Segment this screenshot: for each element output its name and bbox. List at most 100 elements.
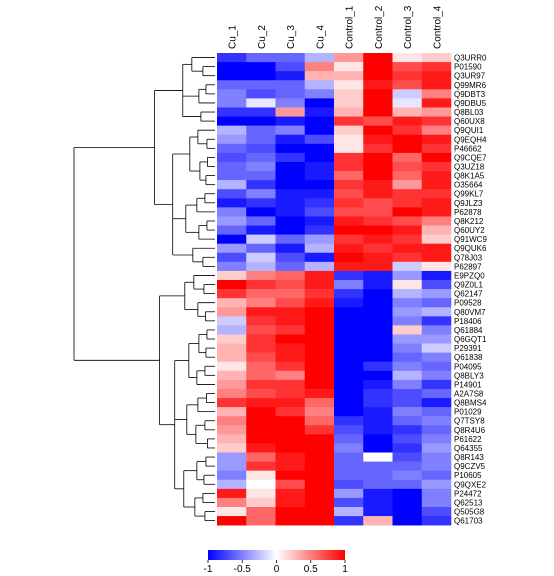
- heatmap-cell: [304, 379, 335, 390]
- heatmap-cell: [392, 116, 423, 126]
- heatmap-cell: [304, 516, 335, 526]
- heatmap-cell: [421, 479, 452, 490]
- heatmap-cell: [275, 388, 306, 399]
- heatmap-cell: [363, 425, 393, 435]
- heatmap-cell: [392, 488, 423, 499]
- heatmap-cell: [363, 62, 393, 72]
- heatmap-cell: [392, 434, 423, 444]
- heatmap-cell: [334, 252, 364, 263]
- heatmap-cell: [392, 388, 423, 399]
- heatmap-cell: [363, 343, 393, 353]
- heatmap-cell: [246, 270, 276, 281]
- heatmap-cell: [363, 225, 393, 235]
- heatmap-cell: [334, 189, 364, 199]
- heatmap-cell: [246, 261, 276, 272]
- column-label: Cu_4: [315, 25, 326, 49]
- legend-tick-label: -0.5: [234, 564, 252, 575]
- row-label: P62897: [454, 262, 482, 271]
- heatmap-cell: [275, 53, 306, 63]
- row-label: Q9CQE7: [454, 153, 487, 162]
- column-label: Control_1: [345, 5, 356, 49]
- heatmap-cell: [275, 425, 306, 435]
- heatmap-cell: [275, 116, 306, 126]
- heatmap-cell: [363, 352, 393, 363]
- heatmap-cell: [217, 280, 247, 290]
- heatmap-cell: [217, 152, 247, 163]
- heatmap-cell: [246, 198, 276, 208]
- heatmap-cell: [363, 307, 393, 317]
- heatmap-cell: [246, 334, 276, 344]
- heatmap-cell: [217, 479, 247, 490]
- heatmap-cell: [421, 334, 452, 344]
- heatmap-cell: [363, 171, 393, 181]
- heatmap-cell: [275, 479, 306, 490]
- heatmap-cell: [304, 497, 335, 508]
- heatmap-cell: [392, 189, 423, 199]
- heatmap-cell: [392, 298, 423, 308]
- heatmap-cell: [392, 461, 423, 471]
- heatmap-cell: [392, 62, 423, 72]
- heatmap-cell: [275, 71, 306, 81]
- heatmap-cell: [246, 443, 276, 453]
- row-label: Q99MR6: [454, 81, 487, 90]
- heatmap-cell: [217, 89, 247, 99]
- heatmap-cell: [334, 361, 364, 372]
- heatmap-cell: [304, 53, 335, 63]
- heatmap-cell: [392, 316, 423, 326]
- heatmap-cell: [246, 62, 276, 72]
- heatmap-cell: [392, 243, 423, 254]
- heatmap-cell: [421, 89, 452, 99]
- heatmap-cell: [421, 53, 452, 63]
- heatmap-cell: [334, 243, 364, 254]
- legend-tick-label: 1: [342, 564, 348, 575]
- heatmap-cell: [217, 352, 247, 363]
- heatmap-cell: [334, 470, 364, 481]
- heatmap-cell: [334, 479, 364, 490]
- row-label: P14901: [454, 380, 482, 389]
- heatmap-cell: [246, 134, 276, 145]
- heatmap-cell: [392, 334, 423, 344]
- heatmap-cell: [304, 416, 335, 426]
- heatmap-cell: [246, 479, 276, 490]
- heatmap-cell: [363, 443, 393, 453]
- heatmap-cell: [392, 53, 423, 63]
- heatmap-cell: [246, 280, 276, 290]
- heatmap-cell: [246, 89, 276, 99]
- heatmap-cell: [304, 270, 335, 281]
- heatmap-cell: [392, 497, 423, 508]
- heatmap-cell: [304, 398, 335, 408]
- heatmap-cell: [421, 98, 452, 108]
- heatmap-cell: [334, 134, 364, 145]
- column-label: Control_2: [374, 5, 385, 49]
- heatmap-cell: [392, 270, 423, 281]
- heatmap-cell: [392, 216, 423, 226]
- heatmap-cell: [421, 398, 452, 408]
- row-label: Q8R143: [454, 453, 484, 462]
- heatmap-cell: [392, 425, 423, 435]
- heatmap-cell: [334, 53, 364, 63]
- heatmap-cell: [246, 488, 276, 499]
- heatmap-cell: [421, 62, 452, 72]
- heatmap-cell: [421, 171, 452, 181]
- heatmap-cell: [392, 470, 423, 481]
- heatmap-cell: [334, 488, 364, 499]
- heatmap-cell: [304, 343, 335, 353]
- heatmap-cell: [363, 107, 393, 117]
- heatmap-cell: [392, 443, 423, 453]
- heatmap-cell: [304, 125, 335, 136]
- heatmap-cell: [304, 71, 335, 81]
- heatmap-cell: [334, 379, 364, 390]
- heatmap-cell: [304, 116, 335, 126]
- heatmap-cell: [217, 80, 247, 90]
- heatmap-cell: [363, 407, 393, 417]
- row-label: Q80VM7: [454, 308, 486, 317]
- row-label: Q3UZ18: [454, 163, 485, 172]
- heatmap-cell: [304, 334, 335, 344]
- heatmap-cells: [217, 53, 452, 526]
- heatmap-cell: [392, 379, 423, 390]
- heatmap-cell: [275, 189, 306, 199]
- heatmap-cell: [392, 225, 423, 235]
- row-label: P01590: [454, 63, 482, 72]
- row-label: P46662: [454, 144, 482, 153]
- heatmap-cell: [304, 107, 335, 117]
